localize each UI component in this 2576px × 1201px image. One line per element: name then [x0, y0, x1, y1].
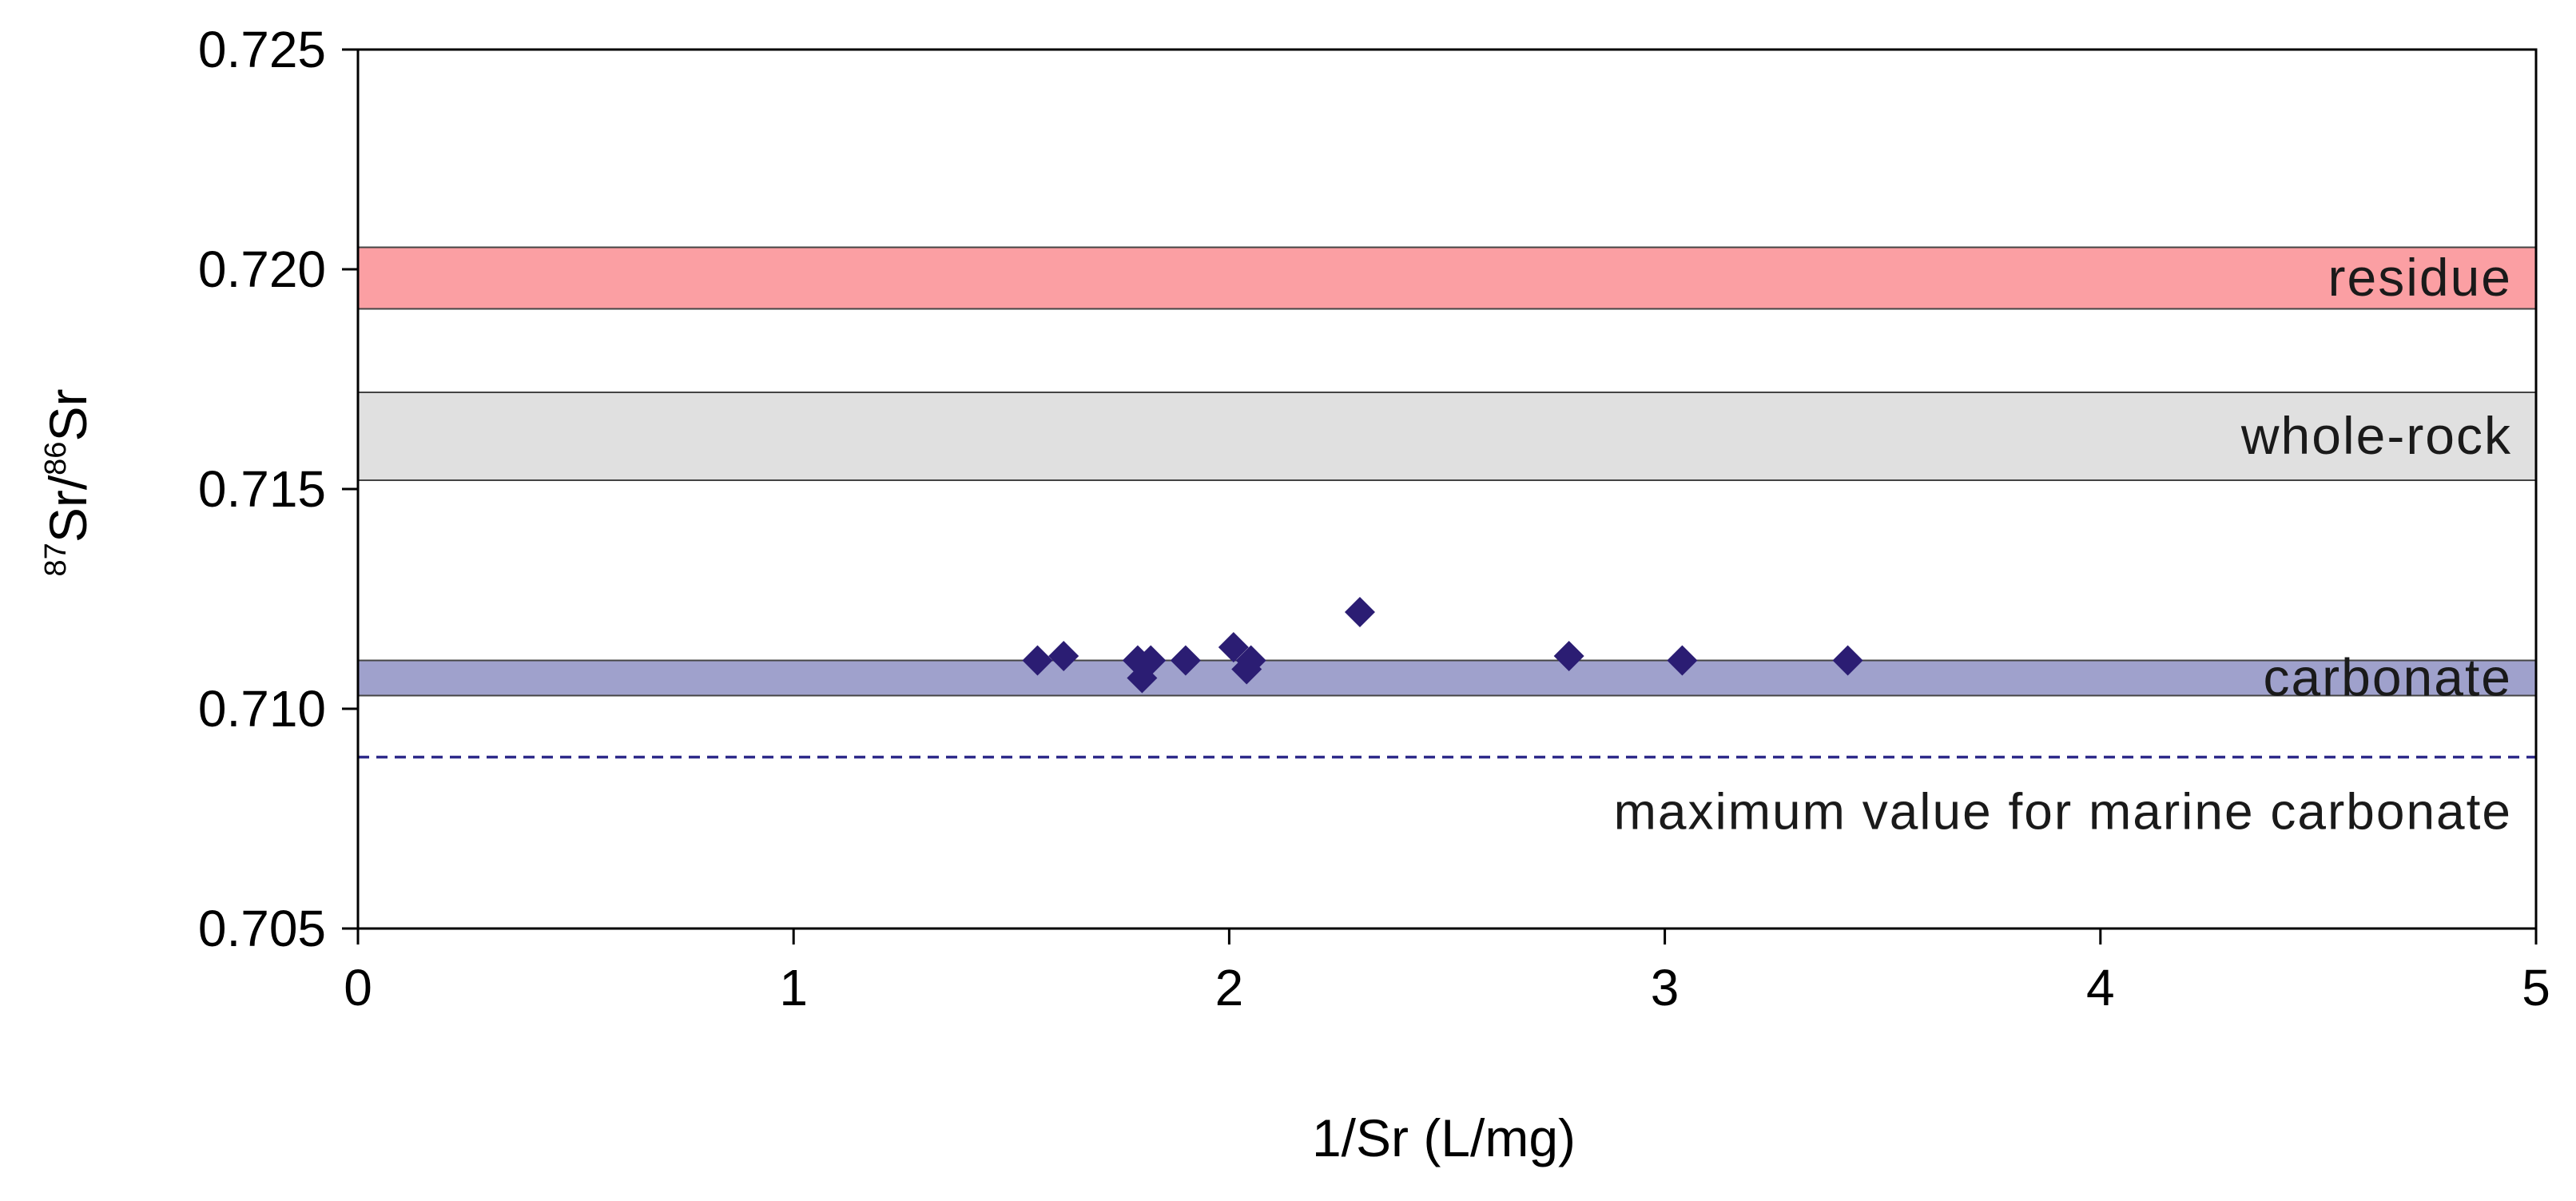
data-point — [1218, 632, 1249, 662]
data-point — [1832, 645, 1863, 676]
data-point — [1048, 641, 1079, 671]
y-axis-title-sup1: 87 — [39, 543, 73, 576]
x-tick-label: 2 — [1215, 959, 1244, 1016]
y-tick-label: 0.720 — [198, 241, 326, 298]
band-label: whole-rock — [2240, 406, 2512, 465]
bands-layer: residue whole-rock carbonate — [357, 246, 2537, 707]
y-axis-title-sup2: 86 — [39, 442, 73, 475]
data-point — [1667, 645, 1698, 676]
y-tick-label: 0.710 — [198, 680, 326, 738]
x-tick-label: 1 — [779, 959, 808, 1016]
reference-line-layer: maximum value for marine carbonate — [358, 755, 2536, 841]
band-label: carbonate — [2263, 648, 2512, 707]
plot-area — [358, 50, 2536, 929]
data-point — [1022, 645, 1053, 676]
data-point — [1235, 645, 1266, 676]
band-label: residue — [2328, 248, 2512, 307]
data-point — [1344, 597, 1375, 627]
x-tick-label: 0 — [344, 959, 372, 1016]
y-tick-label: 0.715 — [198, 460, 326, 518]
y-tick-label: 0.705 — [198, 900, 326, 957]
y-axis-title-part2: Sr — [38, 389, 97, 442]
points-layer — [1022, 597, 1863, 694]
reference-line-label: maximum value for marine carbonate — [1614, 783, 2512, 841]
data-point — [1170, 645, 1201, 676]
band-residue — [357, 246, 2537, 310]
y-axis-title-part1: Sr/ — [38, 475, 97, 543]
y-axis-title: 87Sr/86Sr — [38, 389, 97, 577]
x-tick-label: 5 — [2522, 959, 2550, 1016]
band-whole-rock — [357, 392, 2537, 481]
data-point — [1135, 645, 1167, 676]
axes-layer: 0.705 0.710 0.715 0.720 0.725 0 1 2 3 4 5 — [198, 21, 2550, 1016]
x-axis-title: 1/Sr (L/mg) — [1312, 1108, 1576, 1167]
band-carbonate — [357, 659, 2537, 697]
x-tick-label: 3 — [1651, 959, 1680, 1016]
x-tick-label: 4 — [2086, 959, 2115, 1016]
y-tick-label: 0.725 — [198, 21, 326, 78]
data-point — [1553, 641, 1584, 671]
